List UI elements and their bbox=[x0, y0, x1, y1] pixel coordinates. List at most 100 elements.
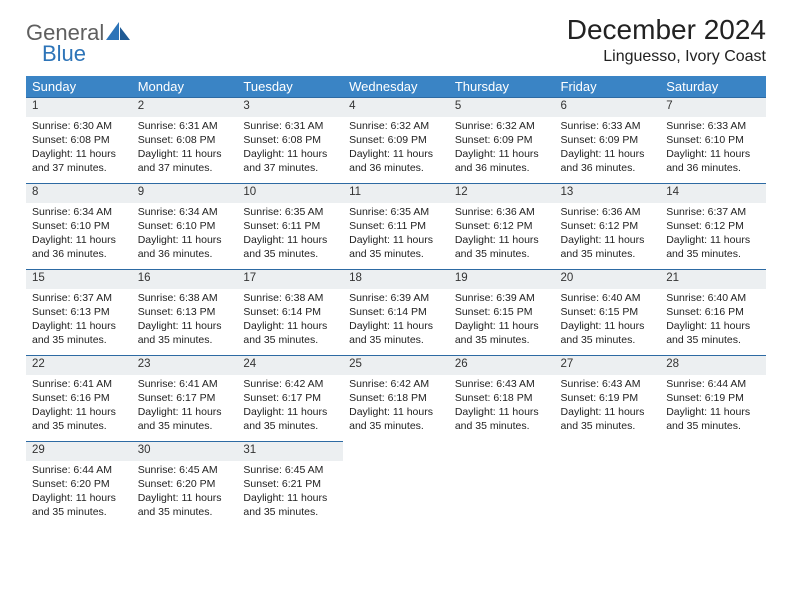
sunrise-line: Sunrise: 6:34 AM bbox=[32, 205, 126, 219]
month-title: December 2024 bbox=[567, 14, 766, 46]
sunset-line: Sunset: 6:21 PM bbox=[243, 477, 337, 491]
page-header: General Blue December 2024 Linguesso, Iv… bbox=[26, 14, 766, 66]
sunset-line: Sunset: 6:17 PM bbox=[138, 391, 232, 405]
calendar-day-cell bbox=[555, 441, 661, 527]
day-number: 12 bbox=[449, 183, 555, 203]
day-number: 15 bbox=[26, 269, 132, 289]
sunrise-line: Sunrise: 6:44 AM bbox=[32, 463, 126, 477]
calendar-day-cell: 4Sunrise: 6:32 AMSunset: 6:09 PMDaylight… bbox=[343, 97, 449, 183]
calendar-day-cell: 24Sunrise: 6:42 AMSunset: 6:17 PMDayligh… bbox=[237, 355, 343, 441]
sunrise-line: Sunrise: 6:36 AM bbox=[561, 205, 655, 219]
sunset-line: Sunset: 6:12 PM bbox=[666, 219, 760, 233]
day-number: 14 bbox=[660, 183, 766, 203]
day-number: 31 bbox=[237, 441, 343, 461]
day-body: Sunrise: 6:30 AMSunset: 6:08 PMDaylight:… bbox=[26, 117, 132, 180]
daylight-line: Daylight: 11 hours and 37 minutes. bbox=[138, 147, 232, 175]
sunrise-line: Sunrise: 6:30 AM bbox=[32, 119, 126, 133]
calendar-week-row: 15Sunrise: 6:37 AMSunset: 6:13 PMDayligh… bbox=[26, 269, 766, 355]
sunset-line: Sunset: 6:09 PM bbox=[349, 133, 443, 147]
calendar-week-row: 22Sunrise: 6:41 AMSunset: 6:16 PMDayligh… bbox=[26, 355, 766, 441]
day-number: 1 bbox=[26, 97, 132, 117]
calendar-day-cell: 7Sunrise: 6:33 AMSunset: 6:10 PMDaylight… bbox=[660, 97, 766, 183]
sunrise-line: Sunrise: 6:44 AM bbox=[666, 377, 760, 391]
sunrise-line: Sunrise: 6:39 AM bbox=[455, 291, 549, 305]
sunset-line: Sunset: 6:11 PM bbox=[243, 219, 337, 233]
daylight-line: Daylight: 11 hours and 35 minutes. bbox=[561, 319, 655, 347]
sunset-line: Sunset: 6:10 PM bbox=[138, 219, 232, 233]
calendar-day-cell: 17Sunrise: 6:38 AMSunset: 6:14 PMDayligh… bbox=[237, 269, 343, 355]
sunrise-line: Sunrise: 6:43 AM bbox=[561, 377, 655, 391]
day-body: Sunrise: 6:34 AMSunset: 6:10 PMDaylight:… bbox=[26, 203, 132, 266]
daylight-line: Daylight: 11 hours and 35 minutes. bbox=[349, 405, 443, 433]
daylight-line: Daylight: 11 hours and 36 minutes. bbox=[455, 147, 549, 175]
sunset-line: Sunset: 6:15 PM bbox=[455, 305, 549, 319]
calendar-day-cell: 21Sunrise: 6:40 AMSunset: 6:16 PMDayligh… bbox=[660, 269, 766, 355]
sunrise-line: Sunrise: 6:31 AM bbox=[138, 119, 232, 133]
day-body: Sunrise: 6:45 AMSunset: 6:21 PMDaylight:… bbox=[237, 461, 343, 524]
day-number: 6 bbox=[555, 97, 661, 117]
daylight-line: Daylight: 11 hours and 35 minutes. bbox=[32, 405, 126, 433]
day-number: 5 bbox=[449, 97, 555, 117]
day-number: 9 bbox=[132, 183, 238, 203]
day-body: Sunrise: 6:44 AMSunset: 6:20 PMDaylight:… bbox=[26, 461, 132, 524]
daylight-line: Daylight: 11 hours and 35 minutes. bbox=[349, 233, 443, 261]
calendar-day-cell: 23Sunrise: 6:41 AMSunset: 6:17 PMDayligh… bbox=[132, 355, 238, 441]
dayhdr-tue: Tuesday bbox=[237, 76, 343, 97]
brand-logo: General Blue bbox=[26, 14, 132, 65]
calendar-day-cell: 13Sunrise: 6:36 AMSunset: 6:12 PMDayligh… bbox=[555, 183, 661, 269]
day-number: 30 bbox=[132, 441, 238, 461]
day-number: 23 bbox=[132, 355, 238, 375]
day-number: 10 bbox=[237, 183, 343, 203]
day-body: Sunrise: 6:39 AMSunset: 6:15 PMDaylight:… bbox=[449, 289, 555, 352]
calendar-day-cell: 11Sunrise: 6:35 AMSunset: 6:11 PMDayligh… bbox=[343, 183, 449, 269]
daylight-line: Daylight: 11 hours and 36 minutes. bbox=[561, 147, 655, 175]
calendar-day-cell: 10Sunrise: 6:35 AMSunset: 6:11 PMDayligh… bbox=[237, 183, 343, 269]
daylight-line: Daylight: 11 hours and 37 minutes. bbox=[243, 147, 337, 175]
sunrise-line: Sunrise: 6:35 AM bbox=[349, 205, 443, 219]
day-body: Sunrise: 6:40 AMSunset: 6:16 PMDaylight:… bbox=[660, 289, 766, 352]
day-number: 21 bbox=[660, 269, 766, 289]
calendar-day-cell: 22Sunrise: 6:41 AMSunset: 6:16 PMDayligh… bbox=[26, 355, 132, 441]
sunset-line: Sunset: 6:12 PM bbox=[561, 219, 655, 233]
day-number: 19 bbox=[449, 269, 555, 289]
day-number: 22 bbox=[26, 355, 132, 375]
day-number: 3 bbox=[237, 97, 343, 117]
sunset-line: Sunset: 6:16 PM bbox=[666, 305, 760, 319]
day-body: Sunrise: 6:35 AMSunset: 6:11 PMDaylight:… bbox=[237, 203, 343, 266]
daylight-line: Daylight: 11 hours and 35 minutes. bbox=[455, 405, 549, 433]
day-number: 26 bbox=[449, 355, 555, 375]
sunrise-line: Sunrise: 6:39 AM bbox=[349, 291, 443, 305]
sunset-line: Sunset: 6:14 PM bbox=[349, 305, 443, 319]
dayhdr-sun: Sunday bbox=[26, 76, 132, 97]
daylight-line: Daylight: 11 hours and 35 minutes. bbox=[561, 405, 655, 433]
day-body: Sunrise: 6:32 AMSunset: 6:09 PMDaylight:… bbox=[343, 117, 449, 180]
calendar-day-cell bbox=[449, 441, 555, 527]
day-body: Sunrise: 6:37 AMSunset: 6:13 PMDaylight:… bbox=[26, 289, 132, 352]
daylight-line: Daylight: 11 hours and 35 minutes. bbox=[138, 491, 232, 519]
daylight-line: Daylight: 11 hours and 36 minutes. bbox=[138, 233, 232, 261]
calendar-page: General Blue December 2024 Linguesso, Iv… bbox=[0, 0, 792, 537]
day-number: 20 bbox=[555, 269, 661, 289]
day-header-row: Sunday Monday Tuesday Wednesday Thursday… bbox=[26, 76, 766, 97]
day-body: Sunrise: 6:33 AMSunset: 6:09 PMDaylight:… bbox=[555, 117, 661, 180]
sunrise-line: Sunrise: 6:42 AM bbox=[349, 377, 443, 391]
day-body: Sunrise: 6:36 AMSunset: 6:12 PMDaylight:… bbox=[449, 203, 555, 266]
calendar-day-cell: 16Sunrise: 6:38 AMSunset: 6:13 PMDayligh… bbox=[132, 269, 238, 355]
calendar-week-row: 8Sunrise: 6:34 AMSunset: 6:10 PMDaylight… bbox=[26, 183, 766, 269]
sunrise-line: Sunrise: 6:37 AM bbox=[32, 291, 126, 305]
calendar-week-row: 1Sunrise: 6:30 AMSunset: 6:08 PMDaylight… bbox=[26, 97, 766, 183]
day-number: 8 bbox=[26, 183, 132, 203]
daylight-line: Daylight: 11 hours and 35 minutes. bbox=[666, 233, 760, 261]
day-number: 28 bbox=[660, 355, 766, 375]
calendar-table: Sunday Monday Tuesday Wednesday Thursday… bbox=[26, 76, 766, 527]
calendar-day-cell bbox=[343, 441, 449, 527]
sunset-line: Sunset: 6:19 PM bbox=[666, 391, 760, 405]
title-block: December 2024 Linguesso, Ivory Coast bbox=[567, 14, 766, 66]
calendar-day-cell: 28Sunrise: 6:44 AMSunset: 6:19 PMDayligh… bbox=[660, 355, 766, 441]
sunrise-line: Sunrise: 6:40 AM bbox=[561, 291, 655, 305]
day-body: Sunrise: 6:43 AMSunset: 6:18 PMDaylight:… bbox=[449, 375, 555, 438]
day-body: Sunrise: 6:41 AMSunset: 6:16 PMDaylight:… bbox=[26, 375, 132, 438]
location-text: Linguesso, Ivory Coast bbox=[567, 48, 766, 66]
day-body: Sunrise: 6:36 AMSunset: 6:12 PMDaylight:… bbox=[555, 203, 661, 266]
daylight-line: Daylight: 11 hours and 35 minutes. bbox=[561, 233, 655, 261]
